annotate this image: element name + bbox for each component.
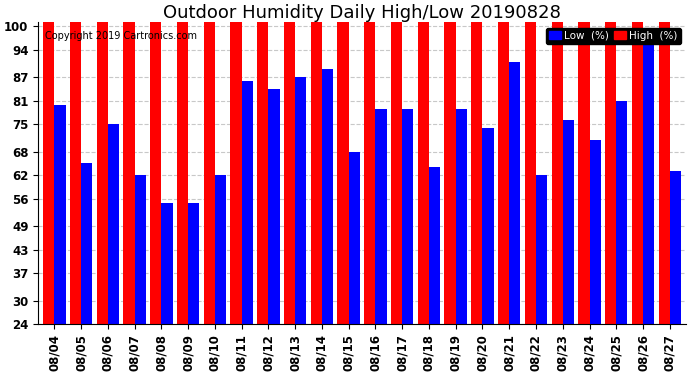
Bar: [578, 0, 589, 324]
Bar: [605, 0, 616, 324]
Bar: [364, 0, 375, 324]
Bar: [135, 175, 146, 324]
Bar: [391, 0, 402, 324]
Bar: [471, 0, 482, 324]
Bar: [536, 175, 547, 324]
Bar: [55, 105, 66, 324]
Bar: [524, 0, 536, 324]
Bar: [402, 108, 413, 324]
Bar: [257, 0, 268, 324]
Bar: [429, 167, 440, 324]
Bar: [632, 0, 643, 324]
Bar: [444, 0, 455, 324]
Bar: [268, 89, 279, 324]
Bar: [81, 164, 92, 324]
Bar: [295, 77, 306, 324]
Bar: [230, 0, 241, 324]
Bar: [498, 0, 509, 324]
Bar: [188, 202, 199, 324]
Title: Outdoor Humidity Daily High/Low 20190828: Outdoor Humidity Daily High/Low 20190828: [163, 4, 561, 22]
Legend: Low  (%), High  (%): Low (%), High (%): [546, 27, 680, 44]
Bar: [375, 108, 386, 324]
Bar: [284, 0, 295, 324]
Bar: [108, 124, 119, 324]
Bar: [482, 128, 494, 324]
Bar: [670, 171, 681, 324]
Bar: [563, 120, 574, 324]
Bar: [204, 0, 215, 324]
Bar: [455, 108, 467, 324]
Bar: [43, 0, 55, 324]
Bar: [97, 0, 108, 324]
Bar: [322, 69, 333, 324]
Bar: [589, 140, 601, 324]
Bar: [124, 0, 135, 324]
Bar: [417, 0, 429, 324]
Bar: [177, 0, 188, 324]
Bar: [161, 202, 172, 324]
Text: Copyright 2019 Cartronics.com: Copyright 2019 Cartronics.com: [45, 32, 197, 41]
Bar: [70, 0, 81, 324]
Bar: [310, 0, 322, 324]
Bar: [348, 152, 360, 324]
Bar: [551, 0, 563, 324]
Bar: [643, 42, 654, 324]
Bar: [616, 101, 627, 324]
Bar: [215, 175, 226, 324]
Bar: [241, 81, 253, 324]
Bar: [150, 0, 161, 324]
Bar: [337, 0, 348, 324]
Bar: [509, 62, 520, 324]
Bar: [658, 0, 670, 324]
